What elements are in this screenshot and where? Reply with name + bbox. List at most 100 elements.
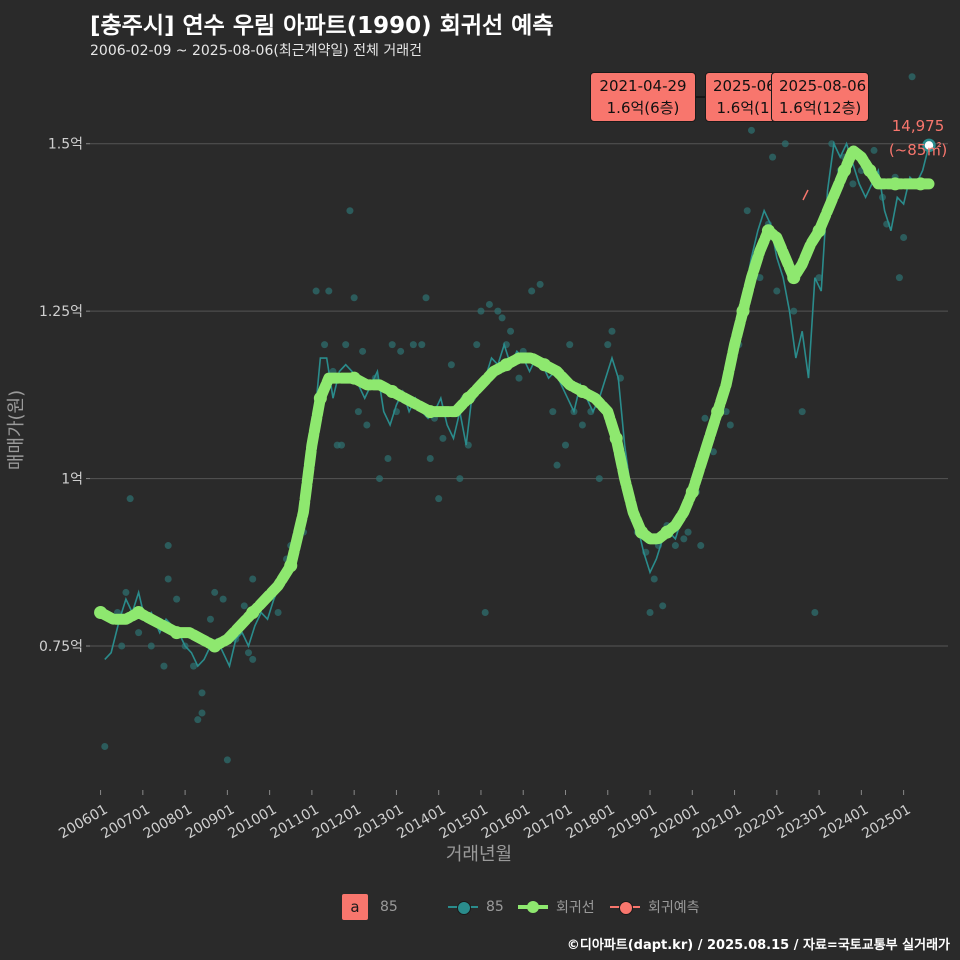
scatter-point bbox=[870, 146, 878, 154]
scatter-point bbox=[244, 649, 252, 657]
scatter-point bbox=[135, 629, 143, 637]
scatter-point bbox=[350, 294, 358, 302]
trend-path bbox=[95, 144, 935, 652]
scatter-point bbox=[388, 341, 396, 349]
scatter-point bbox=[494, 307, 502, 315]
trend-point bbox=[208, 639, 222, 653]
scatter-point bbox=[798, 408, 806, 416]
trend-point bbox=[170, 626, 184, 640]
legend-forecast-swatch bbox=[610, 897, 640, 917]
scatter-point bbox=[781, 140, 789, 148]
legend-item-trend: 회귀선 bbox=[518, 892, 595, 922]
annotation-value: 1.6억(12층) bbox=[779, 99, 862, 117]
scatter-point bbox=[312, 287, 320, 295]
scatter-point bbox=[680, 535, 688, 543]
trend-point bbox=[284, 559, 298, 573]
scatter-point bbox=[346, 207, 354, 215]
forecast-mark bbox=[802, 189, 809, 201]
scatter-point bbox=[743, 207, 751, 215]
trend-point bbox=[385, 385, 399, 399]
scatter-point bbox=[426, 454, 434, 462]
scatter-point bbox=[164, 542, 172, 550]
scatter-point bbox=[900, 233, 908, 241]
trend-point bbox=[347, 371, 361, 385]
scatter-point bbox=[164, 575, 172, 583]
last-point bbox=[922, 138, 936, 153]
y-tick-label: 1.5억 bbox=[48, 137, 83, 153]
chart-title: [충주시] 연수 우림 아파트(1990) 회귀선 예측 bbox=[90, 13, 554, 39]
scatter-point bbox=[726, 421, 734, 429]
annotation-label: 2021-04-29 1.6억(6층) bbox=[590, 72, 696, 122]
scatter-point bbox=[498, 314, 506, 322]
scatter-point bbox=[160, 662, 168, 670]
scatter-point bbox=[122, 588, 130, 596]
scatter-point bbox=[439, 434, 447, 442]
scatter-point bbox=[604, 341, 612, 349]
legend-box-label: 85 bbox=[380, 899, 398, 915]
scatter-point bbox=[173, 595, 181, 603]
legend-trend-label: 회귀선 bbox=[556, 900, 595, 916]
scatter-point bbox=[769, 153, 777, 161]
trend-point bbox=[660, 525, 674, 539]
trend-point bbox=[575, 385, 589, 399]
scatter-point bbox=[659, 602, 667, 610]
legend-series-swatch bbox=[448, 897, 478, 917]
scatter-point bbox=[507, 327, 515, 335]
chart-subtitle: 2006-02-09 ~ 2025-08-06(최근계약일) 전체 거래건 bbox=[90, 43, 422, 59]
last-point-area: (~85㎡) bbox=[888, 141, 948, 159]
legend-trend-swatch bbox=[518, 897, 548, 917]
scatter-point bbox=[650, 575, 658, 583]
scatter-point bbox=[481, 609, 489, 617]
last-point-value: 14,975 bbox=[891, 117, 945, 135]
scatter-point bbox=[773, 287, 781, 295]
last-point-label: 14,975 (~85㎡) bbox=[878, 114, 958, 162]
scatter-point bbox=[549, 408, 557, 416]
scatter-point bbox=[697, 542, 705, 550]
series-path bbox=[104, 140, 930, 669]
scatter-point bbox=[101, 742, 109, 750]
trend-point bbox=[132, 606, 146, 620]
y-tick-label: 0.75억 bbox=[39, 639, 83, 655]
trend-line bbox=[94, 144, 935, 653]
last-point-marker bbox=[922, 138, 936, 153]
scatter-point bbox=[722, 408, 730, 416]
trend-point bbox=[635, 525, 649, 539]
scatter-point bbox=[384, 454, 392, 462]
trend-point bbox=[863, 164, 877, 178]
legend-series-label: 85 bbox=[486, 899, 504, 915]
y-axis-label: 매매가(원) bbox=[6, 390, 27, 470]
scatter-point bbox=[363, 421, 371, 429]
scatter-point bbox=[646, 609, 654, 617]
scatter-point bbox=[815, 274, 823, 282]
annotation-value: 1.6억(6층) bbox=[606, 99, 680, 117]
scatter-point bbox=[456, 475, 464, 483]
trend-point bbox=[246, 606, 260, 620]
y-tick-label: 1.25억 bbox=[39, 304, 83, 320]
scatter-point bbox=[561, 441, 569, 449]
scatter-point bbox=[608, 327, 616, 335]
scatter-point bbox=[790, 307, 798, 315]
trend-point bbox=[685, 485, 699, 499]
scatter-point bbox=[147, 642, 155, 650]
grid-lines bbox=[90, 143, 948, 647]
scatter-point bbox=[485, 300, 493, 308]
annotation-date: 2021-04-29 bbox=[599, 77, 687, 95]
scatter-point bbox=[811, 609, 819, 617]
trend-point bbox=[736, 304, 750, 318]
trend-point bbox=[812, 224, 826, 238]
legend-item-forecast: 회귀예측 bbox=[610, 892, 700, 922]
scatter-point bbox=[578, 421, 586, 429]
scatter-point bbox=[849, 180, 857, 188]
scatter-point bbox=[422, 294, 430, 302]
scatter-point bbox=[515, 374, 523, 382]
price-series-line bbox=[104, 140, 930, 669]
scatter-point bbox=[249, 655, 257, 663]
scatter-point bbox=[337, 441, 345, 449]
scatter-point bbox=[342, 341, 350, 349]
scatter-point bbox=[206, 615, 214, 623]
scatter-point bbox=[671, 542, 679, 550]
scatter-point bbox=[709, 448, 717, 456]
scatter-point bbox=[190, 662, 198, 670]
scatter-point bbox=[553, 461, 561, 469]
